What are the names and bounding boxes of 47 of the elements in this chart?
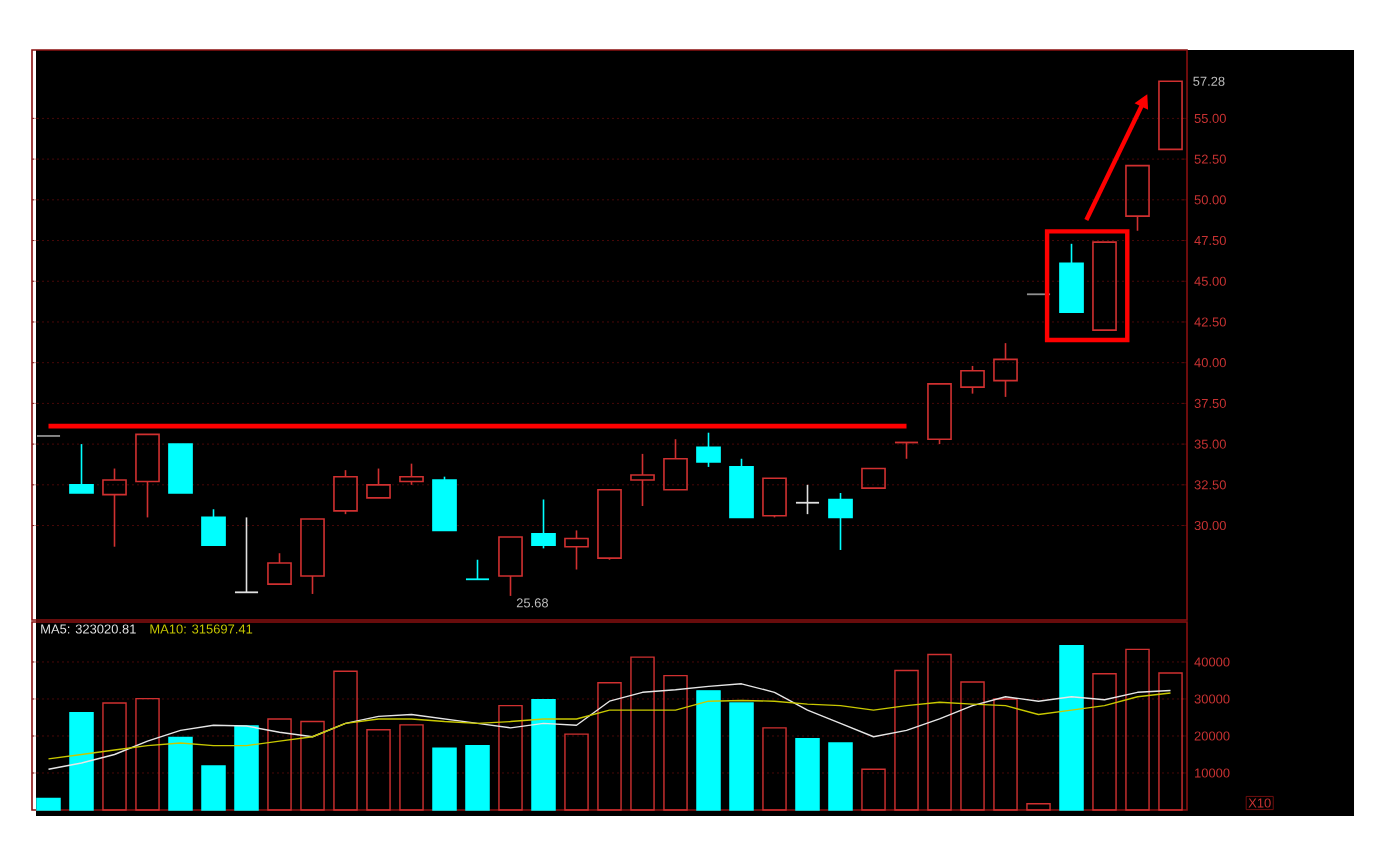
bar xyxy=(69,711,94,811)
bar xyxy=(201,765,226,811)
bar xyxy=(333,670,358,811)
bar xyxy=(762,727,787,811)
bar xyxy=(102,702,127,811)
bar xyxy=(729,702,754,811)
bar xyxy=(1125,648,1150,811)
bar xyxy=(267,718,292,811)
candlestick xyxy=(498,536,523,597)
bar xyxy=(630,656,655,811)
bar xyxy=(366,729,391,811)
bar xyxy=(993,698,1018,811)
bar xyxy=(927,653,952,811)
bar xyxy=(1158,672,1183,811)
candlestick xyxy=(861,467,886,489)
bar xyxy=(465,744,490,811)
candlestick xyxy=(663,438,688,491)
candlestick xyxy=(1158,80,1183,151)
bar xyxy=(1092,673,1117,811)
bar xyxy=(531,699,556,811)
candlestick xyxy=(630,453,655,507)
bar xyxy=(1026,803,1051,811)
candlestick xyxy=(69,443,94,494)
bar xyxy=(597,682,622,811)
bar xyxy=(696,690,721,811)
candlestick xyxy=(234,516,259,594)
candlestick xyxy=(1059,243,1084,313)
bar xyxy=(234,725,259,811)
candlestick xyxy=(135,433,160,519)
bar xyxy=(960,681,985,811)
candlestick xyxy=(1092,241,1117,331)
bar xyxy=(135,697,160,811)
bar xyxy=(663,674,688,811)
candlestick xyxy=(465,558,490,581)
bar xyxy=(300,720,325,811)
bar xyxy=(36,797,61,811)
candlestick xyxy=(168,443,193,494)
bar xyxy=(1059,644,1084,811)
bar xyxy=(564,733,589,811)
bar xyxy=(861,768,886,811)
bar xyxy=(828,742,853,811)
bar xyxy=(432,747,457,811)
bar xyxy=(498,704,523,811)
bar xyxy=(795,737,820,811)
bar xyxy=(894,669,919,811)
bar xyxy=(399,724,424,811)
bar xyxy=(168,736,193,811)
